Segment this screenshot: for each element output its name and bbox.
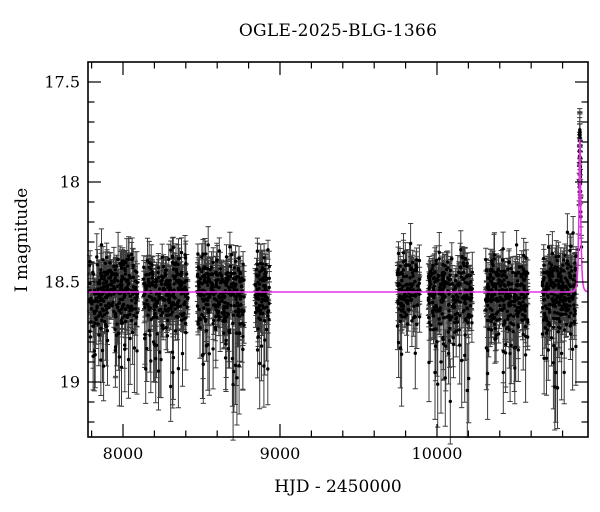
data-points-layer <box>87 128 584 404</box>
y-axis-label: I magnitude <box>12 187 32 293</box>
y-tick-label: 17.5 <box>44 73 80 92</box>
y-tick-label: 19 <box>60 373 80 392</box>
axes-frame <box>87 61 589 438</box>
tick-marks <box>88 62 588 437</box>
model-light-curve <box>88 138 589 293</box>
x-tick-label: 10000 <box>412 444 463 463</box>
y-tick-label: 18 <box>60 173 80 192</box>
y-tick-label: 18.5 <box>44 273 80 292</box>
x-axis-label: HJD - 2450000 <box>274 477 402 497</box>
tick-labels: 8000 9000 10000 17.5 18 18.5 19 <box>44 73 462 464</box>
chart-title: OGLE-2025-BLG-1366 <box>238 21 438 41</box>
x-tick-label: 8000 <box>103 444 144 463</box>
x-tick-label: 9000 <box>260 444 301 463</box>
